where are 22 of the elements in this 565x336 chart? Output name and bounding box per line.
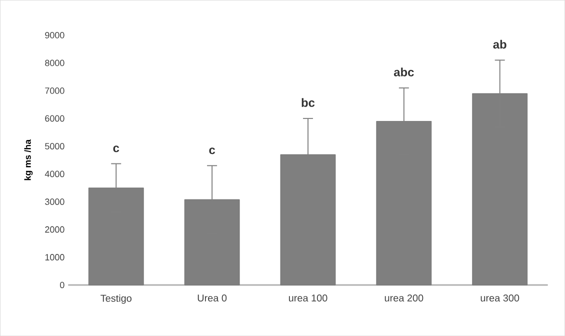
x-tick-label: Urea 0 bbox=[198, 294, 227, 302]
y-tick-label: 3000 bbox=[45, 198, 64, 205]
y-tick-label: 6000 bbox=[45, 115, 64, 122]
y-tick-label: 0 bbox=[60, 282, 64, 288]
y-tick-label: 4000 bbox=[44, 170, 64, 178]
annotation: c bbox=[209, 148, 216, 154]
y-tick-label: 7000 bbox=[45, 87, 64, 94]
y-tick-label: 5000 bbox=[45, 142, 64, 150]
y-axis-title: kg ms /ha bbox=[24, 139, 33, 180]
x-tick-label: urea 300 bbox=[480, 294, 520, 302]
x-tick-label: urea 200 bbox=[384, 294, 424, 302]
x-tick-label: Testigo bbox=[100, 294, 132, 304]
bar bbox=[376, 120, 432, 286]
y-tick-label: 9000 bbox=[45, 32, 64, 38]
annotation: bc bbox=[302, 98, 315, 107]
annotation: abc bbox=[394, 68, 414, 76]
x-tick-label: urea 100 bbox=[288, 294, 328, 302]
annotation: c bbox=[113, 146, 120, 152]
y-tick-label: 2000 bbox=[45, 226, 64, 233]
y-tick-label: 1000 bbox=[45, 254, 64, 260]
annotation: ab bbox=[493, 40, 506, 49]
y-tick-label: 8000 bbox=[45, 60, 64, 66]
